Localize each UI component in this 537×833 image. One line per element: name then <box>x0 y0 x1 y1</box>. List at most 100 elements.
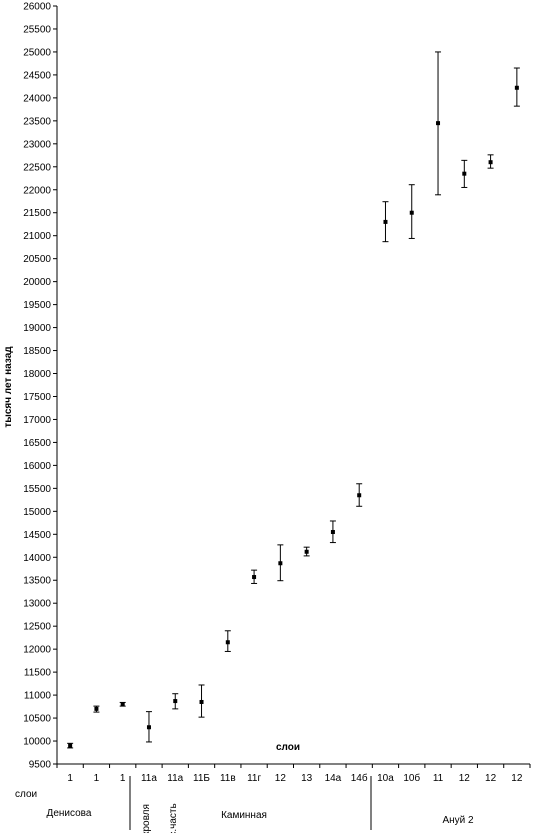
group-label: Каминная <box>221 810 267 821</box>
data-point-group <box>198 684 205 718</box>
data-point <box>462 171 467 176</box>
row-label: слои <box>15 789 37 800</box>
y-tick-label: 11500 <box>24 668 52 679</box>
y-tick-label: 17000 <box>23 415 51 426</box>
y-tick-label: 22000 <box>23 185 51 196</box>
y-tick-label: 18000 <box>23 369 51 380</box>
y-tick-label: 21500 <box>23 208 51 219</box>
y-tick-label: 21000 <box>23 231 51 242</box>
data-point <box>278 561 283 566</box>
y-tick-label: 15000 <box>23 507 51 518</box>
data-point-group <box>67 742 74 749</box>
data-point <box>146 725 151 730</box>
y-tick-label: 12500 <box>23 622 51 633</box>
y-tick-label: 23500 <box>23 116 51 127</box>
data-point <box>94 706 99 711</box>
data-point-group <box>172 693 179 710</box>
x-tick-label: 12 <box>511 773 523 784</box>
y-tick-label: 26000 <box>23 2 51 13</box>
x-tick-label: 1 <box>120 773 126 784</box>
data-point-group <box>277 544 284 582</box>
x-tick-label: 13 <box>301 773 313 784</box>
group-label: кровля <box>141 804 152 833</box>
y-tick-label: 16500 <box>23 438 51 449</box>
y-tick-label: 15500 <box>23 484 51 495</box>
data-point <box>225 640 230 645</box>
data-point <box>68 743 73 748</box>
data-point <box>199 699 204 704</box>
y-tick-label: 14500 <box>23 530 51 541</box>
data-point-group <box>356 483 363 507</box>
y-tick-label: 17500 <box>23 392 51 403</box>
group-label: Ануй 2 <box>442 815 474 826</box>
data-point-group <box>251 569 258 584</box>
data-point <box>383 219 388 224</box>
y-tick-label: 19500 <box>23 300 51 311</box>
x-tick-label: 10б <box>403 772 420 784</box>
y-tick-label: 18500 <box>23 346 51 357</box>
y-tick-label: 11000 <box>24 691 52 702</box>
y-tick-label: 9500 <box>29 760 52 771</box>
x-axis: 1 1 1 11а 11а 11Б 11в 11г 12 13 14а 14б 10а 10б 11 12 12… <box>56 763 531 784</box>
y-tick-label: 12000 <box>23 645 51 656</box>
data-point-group <box>119 701 126 707</box>
data-point-group <box>303 546 310 557</box>
data-point-group <box>461 159 468 188</box>
y-tick-label: 20000 <box>23 277 51 288</box>
data-point <box>514 85 519 90</box>
y-tick-label: 22500 <box>23 162 51 173</box>
y-tick-label: 14000 <box>23 553 51 564</box>
y-tick-label: 20500 <box>23 254 51 265</box>
x-tick-label: 1 <box>94 773 100 784</box>
data-point <box>173 699 178 704</box>
y-axis-label: тысяч лет назад <box>3 346 14 428</box>
data-point-group <box>435 51 442 196</box>
data-point-group <box>145 711 152 743</box>
y-tick-label: 16000 <box>23 461 51 472</box>
y-tick-label: 25500 <box>23 24 51 35</box>
data-point <box>357 493 362 498</box>
x-tick-label: 12 <box>459 773 471 784</box>
data-point <box>436 121 441 126</box>
x-tick-label: 11в <box>220 773 236 784</box>
data-point-group <box>93 705 100 713</box>
data-point-group <box>382 201 389 243</box>
data-point <box>409 210 414 215</box>
x-tick-label: 11а <box>141 773 157 784</box>
data-series <box>67 51 520 749</box>
data-point-group <box>487 154 494 169</box>
data-point <box>304 549 309 554</box>
y-axis: 9500 10000 10500 11000 11500 12000 12500 13000 1… <box>23 2 58 771</box>
x-tick-label: 14а <box>325 773 342 784</box>
x-tick-label: 11 <box>433 773 444 784</box>
data-point-group <box>513 67 520 107</box>
x-tick-label: 11Б <box>193 773 210 784</box>
data-point-group <box>329 520 336 544</box>
y-tick-label: 10000 <box>23 737 51 748</box>
x-tick-label: 1 <box>67 773 73 784</box>
x-tick-label: 11г <box>247 773 261 784</box>
x-tick-label: 11а <box>167 773 183 784</box>
group-label: с.часть <box>168 803 179 833</box>
y-tick-label: 23000 <box>23 139 51 150</box>
y-tick-label: 19000 <box>23 323 51 334</box>
data-point <box>120 702 125 707</box>
y-tick-label: 13000 <box>23 599 51 610</box>
x-axis-inner-label: слои <box>276 742 300 753</box>
y-tick-label: 24500 <box>23 70 51 81</box>
group-label: Денисова <box>47 808 92 819</box>
data-point <box>330 530 335 535</box>
y-tick-label: 25000 <box>23 47 51 58</box>
group-labels: Денисова кровля с.часть Каминная Ануй 2 <box>47 776 474 833</box>
x-tick-label: 10а <box>377 773 394 784</box>
data-point-group <box>408 184 415 239</box>
y-tick-label: 24000 <box>23 93 51 104</box>
data-point <box>488 160 493 165</box>
data-point <box>252 575 257 580</box>
x-tick-label: 12 <box>485 773 497 784</box>
data-point-group <box>224 630 231 652</box>
y-tick-label: 13500 <box>23 576 51 587</box>
y-tick-label: 10500 <box>23 714 51 725</box>
x-tick-label: 12 <box>275 773 287 784</box>
